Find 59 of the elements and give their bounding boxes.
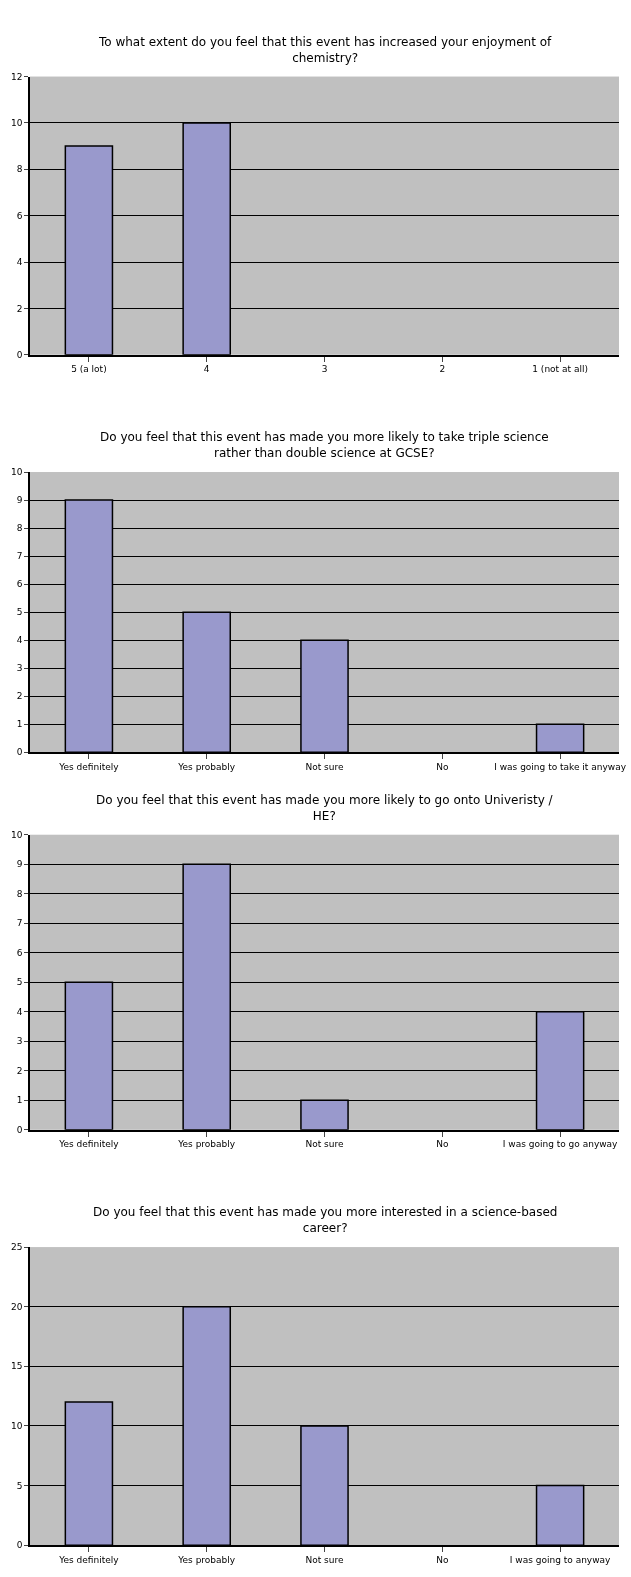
x-tick-label: Not sure bbox=[305, 1554, 344, 1565]
chart-title: Do you feel that this event has made you more likely to take triple science rather than double science at GCSE? bbox=[100, 430, 549, 460]
y-tick-label: 6 bbox=[16, 210, 23, 221]
y-tick-label: 0 bbox=[16, 349, 23, 360]
y-tick-label: 3 bbox=[16, 663, 23, 674]
y-tick-label: 2 bbox=[16, 691, 23, 702]
x-tick-label: 2 bbox=[439, 364, 446, 375]
x-tick-label: I was going to go anyway bbox=[502, 1139, 619, 1150]
x-tick-label: I was going to take it anyway bbox=[494, 761, 627, 772]
chart-title: Do you feel that this event has made you more likely to go onto Univeristy / HE? bbox=[96, 793, 554, 823]
y-tick-label: 8 bbox=[16, 164, 23, 175]
x-tick-label: Not sure bbox=[305, 761, 344, 772]
y-tick-label: 25 bbox=[11, 1242, 23, 1253]
y-tick-label: 4 bbox=[16, 257, 23, 268]
x-tick-label: Yes definitely bbox=[58, 761, 120, 772]
x-tick-label: Not sure bbox=[305, 1139, 344, 1150]
chart-title: To what extent do you feel that this event has increased your enjoyment of chemistry? bbox=[98, 35, 553, 65]
y-tick-label: 9 bbox=[16, 495, 23, 506]
y-tick-label: 1 bbox=[16, 1095, 23, 1106]
y-tick-label: 2 bbox=[16, 1065, 23, 1076]
y-tick-label: 10 bbox=[11, 118, 23, 129]
y-tick-label: 5 bbox=[16, 977, 23, 988]
y-tick-label: 2 bbox=[16, 303, 23, 314]
x-tick-label: No bbox=[436, 761, 449, 772]
y-tick-label: 1 bbox=[16, 719, 23, 730]
x-tick-label: 1 (not at all) bbox=[532, 364, 588, 375]
x-tick-label: 4 bbox=[203, 364, 210, 375]
y-tick-label: 4 bbox=[16, 635, 23, 646]
y-tick-label: 0 bbox=[16, 1124, 23, 1135]
y-tick-label: 7 bbox=[16, 918, 23, 929]
y-tick-label: 7 bbox=[16, 551, 23, 562]
y-tick-label: 3 bbox=[16, 1036, 23, 1047]
x-tick-label: No bbox=[436, 1139, 449, 1150]
x-tick-label: Yes probably bbox=[177, 1139, 236, 1150]
y-tick-label: 20 bbox=[11, 1301, 23, 1312]
chart-title: Do you feel that this event has made you more interested in a science-based career? bbox=[93, 1205, 558, 1235]
y-tick-label: 10 bbox=[11, 829, 23, 840]
y-tick-label: 8 bbox=[16, 523, 23, 534]
x-tick-label: 3 bbox=[321, 364, 328, 375]
y-tick-label: 0 bbox=[16, 747, 23, 758]
y-tick-label: 10 bbox=[11, 467, 23, 478]
x-tick-label: No bbox=[436, 1554, 449, 1565]
x-tick-label: Yes definitely bbox=[58, 1139, 120, 1150]
y-tick-label: 0 bbox=[16, 1540, 23, 1551]
x-tick-label: Yes probably bbox=[177, 761, 236, 772]
x-tick-label: Yes definitely bbox=[58, 1554, 120, 1565]
y-tick-label: 5 bbox=[16, 1480, 23, 1491]
x-tick-label: Yes probably bbox=[177, 1554, 236, 1565]
x-tick-label: 5 (a lot) bbox=[71, 364, 107, 375]
y-tick-label: 15 bbox=[11, 1361, 23, 1372]
y-tick-label: 5 bbox=[16, 607, 23, 618]
y-tick-label: 9 bbox=[16, 859, 23, 870]
y-tick-label: 6 bbox=[16, 947, 23, 958]
y-tick-label: 12 bbox=[11, 71, 23, 82]
y-tick-label: 6 bbox=[16, 579, 23, 590]
y-tick-label: 4 bbox=[16, 1006, 23, 1017]
y-tick-label: 10 bbox=[11, 1421, 23, 1432]
y-tick-label: 8 bbox=[16, 888, 23, 899]
x-tick-label: I was going to anyway bbox=[509, 1554, 612, 1565]
